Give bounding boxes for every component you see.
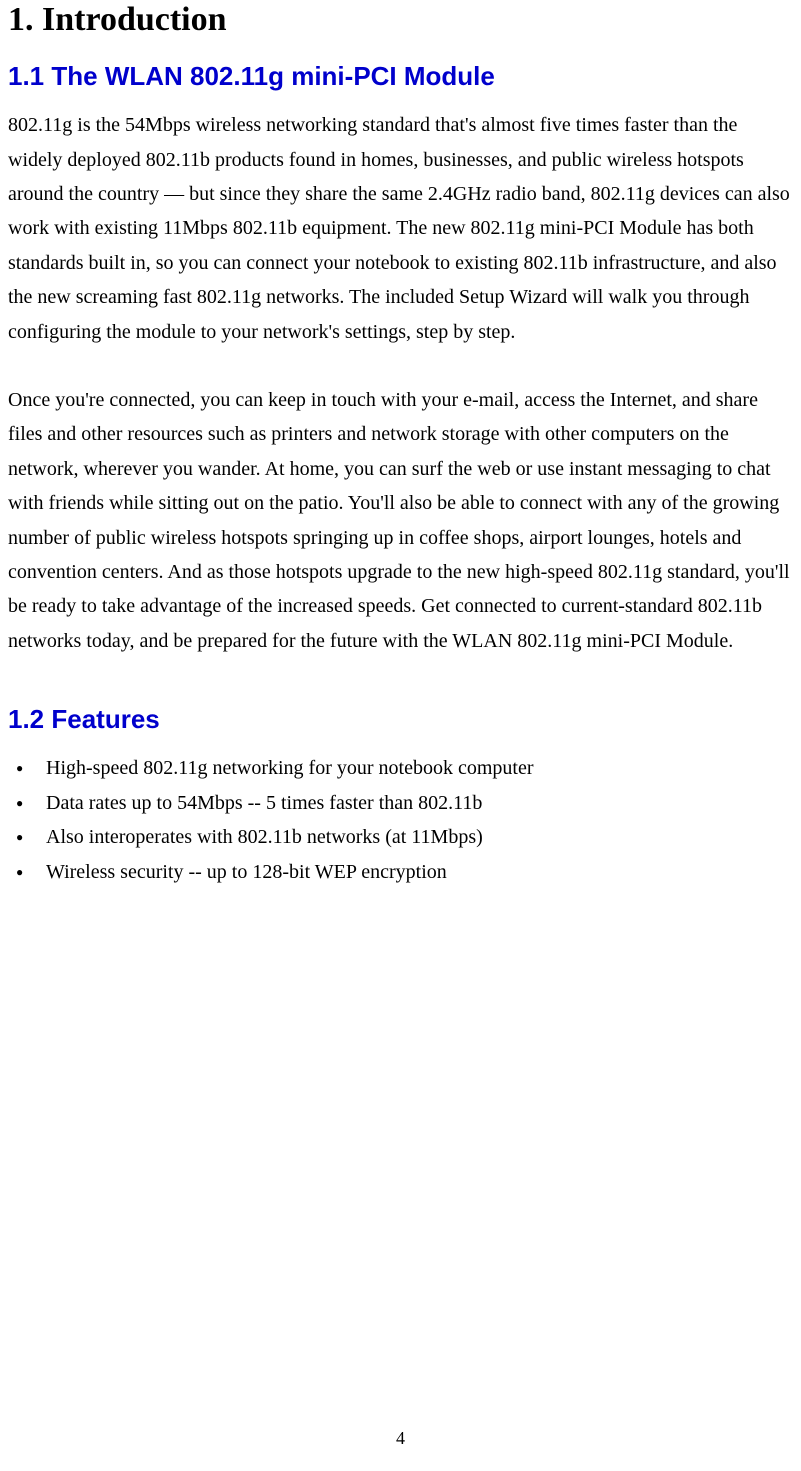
list-item: Wireless security -- up to 128-bit WEP e… [46, 855, 793, 889]
paragraph-overview: 802.11g is the 54Mbps wireless networkin… [8, 108, 793, 349]
paragraph-spacer [8, 349, 793, 383]
list-item: Data rates up to 54Mbps -- 5 times faste… [46, 786, 793, 820]
paragraph-usecases: Once you're connected, you can keep in t… [8, 383, 793, 658]
section-spacer [8, 658, 793, 704]
heading-features: 1.2 Features [8, 704, 793, 735]
document-page: 1. Introduction 1.1 The WLAN 802.11g min… [0, 0, 801, 1471]
features-list: High-speed 802.11g networking for your n… [8, 751, 793, 889]
list-item: Also interoperates with 802.11b networks… [46, 820, 793, 854]
heading-wlan-module: 1.1 The WLAN 802.11g mini-PCI Module [8, 61, 793, 92]
page-number: 4 [0, 1428, 801, 1449]
list-item: High-speed 802.11g networking for your n… [46, 751, 793, 785]
heading-introduction: 1. Introduction [8, 0, 793, 39]
